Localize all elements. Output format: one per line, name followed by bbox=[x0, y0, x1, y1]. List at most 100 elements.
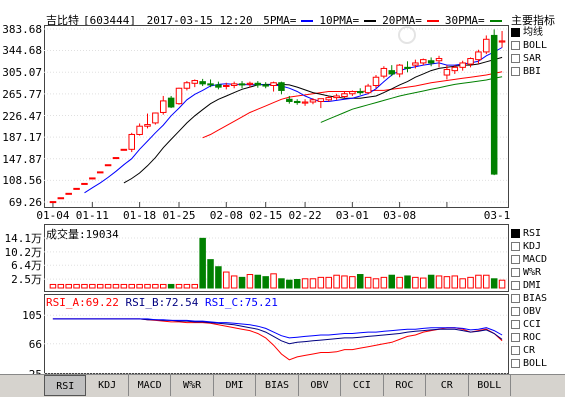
volume-bar bbox=[136, 283, 143, 289]
indicator-option-bbi[interactable]: BBI bbox=[511, 65, 541, 78]
ma-legend-swatch bbox=[426, 20, 439, 22]
candle-body bbox=[341, 93, 348, 98]
tab-macd[interactable]: MACD bbox=[128, 375, 172, 396]
checkbox-icon[interactable] bbox=[511, 228, 520, 238]
volume-bar bbox=[333, 274, 340, 289]
tab-wr[interactable]: W%R bbox=[171, 375, 214, 396]
checkbox-icon[interactable] bbox=[511, 319, 520, 329]
tab-obv[interactable]: OBV bbox=[298, 375, 342, 396]
candle-body bbox=[490, 34, 498, 175]
checkbox-icon[interactable] bbox=[511, 345, 520, 355]
candle-body bbox=[144, 124, 151, 127]
checkbox-icon[interactable] bbox=[511, 267, 520, 277]
volume-bar bbox=[278, 278, 285, 289]
indicator-option-label: KDJ bbox=[523, 241, 542, 252]
indicator-option-macd[interactable]: MACD bbox=[511, 253, 547, 266]
volume-bar bbox=[246, 274, 254, 289]
volume-bar bbox=[144, 283, 151, 289]
rsi-chart bbox=[44, 314, 509, 374]
checkbox-icon[interactable] bbox=[511, 254, 520, 264]
volume-bar bbox=[112, 283, 120, 289]
candle-body bbox=[443, 69, 451, 76]
candle-body bbox=[89, 177, 96, 180]
volume-bar bbox=[325, 276, 332, 289]
volume-bar bbox=[215, 266, 222, 289]
candle-body bbox=[262, 84, 269, 87]
candle-body bbox=[467, 58, 474, 65]
checkbox-icon[interactable] bbox=[511, 27, 520, 37]
indicator-option-bias[interactable]: BIAS bbox=[511, 292, 547, 305]
price-x-tick: 03-08 bbox=[383, 209, 417, 222]
price-y-tick: 265.77 bbox=[2, 87, 42, 101]
indicator-option-kdj[interactable]: KDJ bbox=[511, 240, 541, 253]
volume-bar bbox=[104, 283, 112, 289]
tabs-scroll-area[interactable] bbox=[511, 374, 565, 397]
candle-body bbox=[73, 187, 80, 190]
tab-rsi[interactable]: RSI bbox=[44, 375, 87, 396]
tab-boll[interactable]: BOLL bbox=[468, 375, 511, 396]
candle-body bbox=[65, 192, 72, 195]
indicator-option-cci[interactable]: CCI bbox=[511, 318, 541, 331]
indicator-option-sar[interactable]: SAR bbox=[511, 52, 541, 65]
candle-body bbox=[223, 84, 230, 87]
candle-body bbox=[49, 201, 57, 204]
indicator-option-boll[interactable]: BOLL bbox=[511, 357, 547, 370]
volume-bar bbox=[73, 283, 80, 289]
indicator-option-roc[interactable]: ROC bbox=[511, 331, 541, 344]
ma-legend-label: 5PMA= bbox=[263, 14, 297, 27]
candle-body bbox=[427, 60, 435, 64]
volume-bar bbox=[435, 275, 443, 289]
watermark-logo bbox=[398, 26, 416, 44]
indicator-option-dmi[interactable]: DMI bbox=[511, 279, 541, 292]
candle-body bbox=[191, 80, 199, 84]
volume-bar bbox=[223, 271, 230, 289]
volume-bar bbox=[301, 278, 309, 289]
checkbox-icon[interactable] bbox=[511, 40, 520, 50]
indicator-option-wr[interactable]: W%R bbox=[511, 266, 541, 279]
volume-bar bbox=[159, 283, 167, 289]
volume-bar bbox=[412, 276, 419, 289]
checkbox-icon[interactable] bbox=[511, 66, 520, 76]
indicator-option-label: OBV bbox=[523, 306, 542, 317]
volume-title: 成交量: bbox=[46, 228, 86, 241]
candle-body bbox=[498, 40, 506, 43]
candle-body bbox=[112, 157, 120, 160]
checkbox-icon[interactable] bbox=[511, 306, 520, 316]
indicator-option-rsi[interactable]: RSI bbox=[511, 227, 541, 240]
candle-body bbox=[183, 82, 191, 89]
tab-bias[interactable]: BIAS bbox=[256, 375, 299, 396]
tab-kdj[interactable]: KDJ bbox=[86, 375, 129, 396]
volume-bar bbox=[65, 283, 72, 289]
checkbox-icon[interactable] bbox=[511, 280, 520, 290]
volume-bar bbox=[483, 274, 490, 289]
volume-bar bbox=[238, 276, 246, 289]
candle-body bbox=[128, 133, 135, 150]
tab-dmi[interactable]: DMI bbox=[213, 375, 257, 396]
price-y-tick: 344.68 bbox=[2, 44, 42, 58]
volume-chart bbox=[44, 237, 509, 289]
checkbox-icon[interactable] bbox=[511, 293, 520, 303]
candle-body bbox=[278, 82, 285, 91]
tabs-left-spacer bbox=[0, 374, 44, 397]
tab-cr[interactable]: CR bbox=[426, 375, 469, 396]
volume-bar bbox=[89, 283, 96, 289]
volume-y-tick: 2.5万 bbox=[11, 273, 42, 287]
checkbox-icon[interactable] bbox=[511, 332, 520, 342]
price-x-tick: 01-04 bbox=[36, 209, 70, 222]
price-x-tick: 03-1 bbox=[483, 209, 511, 222]
checkbox-icon[interactable] bbox=[511, 241, 520, 251]
stock-name: 吉比特 bbox=[46, 14, 79, 27]
indicator-option-obv[interactable]: OBV bbox=[511, 305, 541, 318]
volume-y-tick: 14.1万 bbox=[4, 232, 43, 245]
indicator-option-cr[interactable]: CR bbox=[511, 344, 535, 357]
checkbox-icon[interactable] bbox=[511, 358, 520, 368]
volume-bar bbox=[57, 283, 65, 289]
candle-body bbox=[199, 81, 206, 85]
indicator-option-[interactable]: 均线 bbox=[511, 26, 543, 39]
indicator-option-label: ROC bbox=[523, 332, 542, 343]
tab-roc[interactable]: ROC bbox=[383, 375, 427, 396]
indicator-option-label: RSI bbox=[523, 228, 542, 239]
tab-cci[interactable]: CCI bbox=[341, 375, 384, 396]
checkbox-icon[interactable] bbox=[511, 53, 520, 63]
indicator-option-boll[interactable]: BOLL bbox=[511, 39, 547, 52]
